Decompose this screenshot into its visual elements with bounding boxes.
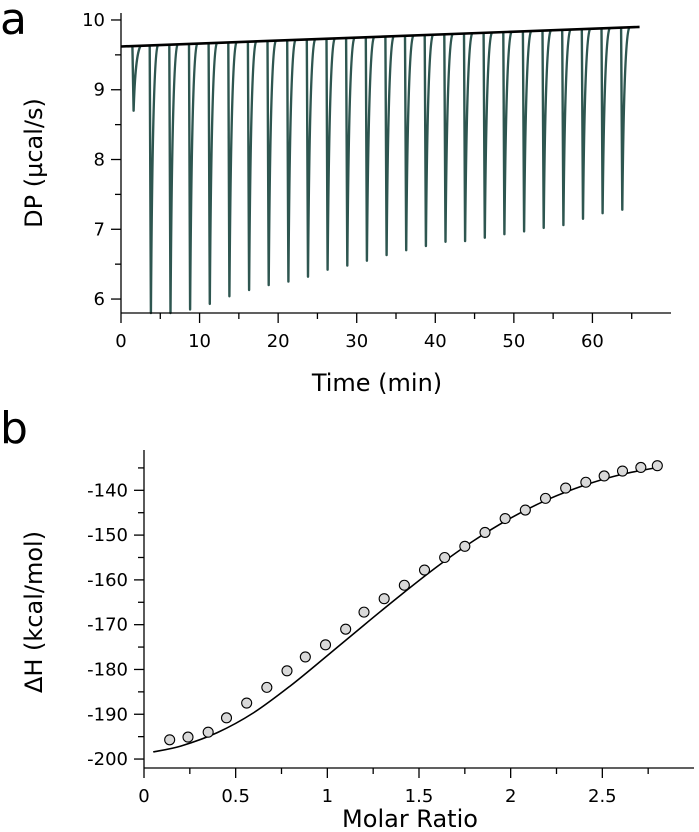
injection-peak-10: [305, 38, 317, 278]
injection-peak-17: [443, 33, 454, 243]
baseline-line: [120, 25, 640, 48]
x-axis-label-a: Time (min): [311, 369, 442, 397]
injection-peak-2: [148, 44, 160, 315]
data-point: [519, 504, 531, 516]
panel-a-thermogram: 0 10 20 30 40 50 60 6 7 8 9 10 Time (min) DP (µcal/…: [20, 10, 671, 397]
y-tick-label-b: -190: [87, 704, 128, 725]
y-tick-label-b: -140: [87, 480, 128, 501]
injection-peak-5: [207, 42, 219, 306]
injection-peak-22: [541, 29, 552, 230]
y-tick-label-a: 6: [94, 289, 105, 310]
y-tick-label-b: -180: [87, 659, 128, 680]
injection-peak-4: [187, 42, 199, 311]
injection-peak-3: [168, 43, 179, 315]
injection-peak-12: [344, 37, 356, 267]
data-point: [358, 606, 370, 618]
injection-peak-23: [561, 28, 572, 227]
injection-peak-9: [286, 39, 297, 283]
ticks-b: 0 0.5 1 1.5 2 2.5 -200 -190 -180 -170 -160 -150 -140: [87, 467, 649, 807]
x-tick-label-a: 50: [502, 331, 525, 352]
y-axis-label-a: DP (µcal/s): [20, 98, 48, 228]
injection-peak-24: [580, 28, 592, 220]
data-points: [164, 460, 663, 746]
data-point: [261, 681, 273, 693]
injection-peak-14: [384, 35, 395, 257]
injection-peak-6: [227, 41, 238, 298]
data-point: [651, 460, 663, 472]
x-tick-label-b: 2.5: [588, 786, 617, 807]
data-point: [299, 651, 311, 663]
injection-peak-18: [462, 32, 474, 243]
injection-peak-11: [325, 37, 336, 271]
y-tick-label-b: -170: [87, 615, 128, 636]
x-tick-label-b: 1: [322, 786, 333, 807]
injection-peak-1: [131, 45, 142, 112]
panel-b-label: b: [0, 403, 28, 454]
injection-peak-8: [266, 40, 277, 287]
y-tick-label-a: 7: [94, 219, 105, 240]
injection-peak-21: [521, 30, 533, 233]
injection-peak-20: [502, 31, 513, 236]
data-point: [340, 623, 352, 635]
y-tick-label-a: 8: [94, 150, 105, 171]
y-tick-label-a: 10: [82, 10, 105, 31]
data-point: [164, 734, 176, 746]
data-point: [598, 470, 610, 482]
data-point: [319, 639, 332, 651]
x-axis-label-b: Molar Ratio: [342, 805, 478, 832]
x-tick-label-a: 60: [581, 331, 604, 352]
ticks-a: 0 10 20 30 40 50 60 6 7 8 9 10: [82, 10, 633, 352]
x-tick-label-b: 0: [138, 786, 149, 807]
injection-peak-26: [619, 26, 631, 211]
data-point: [378, 593, 390, 605]
data-point: [281, 665, 293, 677]
data-point: [616, 465, 629, 477]
thermogram-traces: [131, 26, 631, 315]
injection-peak-19: [482, 31, 494, 239]
x-tick-label-a: 40: [424, 331, 447, 352]
data-point: [439, 551, 451, 564]
x-tick-label-b: 0.5: [221, 786, 250, 807]
y-axis-label-b: ΔH (kcal/mol): [20, 531, 48, 693]
data-point: [479, 526, 491, 538]
data-point: [459, 540, 471, 552]
data-point: [539, 492, 552, 504]
data-point: [635, 461, 647, 474]
data-point: [241, 697, 253, 709]
data-point: [182, 731, 194, 743]
injection-peak-15: [403, 34, 415, 252]
data-point: [580, 476, 592, 488]
panel-b-binding-isotherm: 0 0.5 1 1.5 2 2.5 -200 -190 -180 -170 -160 -150 -140…: [20, 450, 694, 832]
panel-a-label: a: [0, 0, 27, 45]
y-tick-label-a: 9: [94, 80, 105, 101]
x-tick-label-b: 1.5: [405, 786, 434, 807]
x-tick-label-b: 2: [505, 786, 516, 807]
y-tick-label-b: -150: [87, 525, 128, 546]
injection-peak-13: [364, 36, 376, 262]
data-point: [202, 726, 214, 738]
y-tick-label-b: -160: [87, 570, 128, 591]
data-point: [220, 712, 233, 724]
x-tick-label-a: 10: [188, 331, 211, 352]
injection-peak-16: [423, 34, 435, 248]
injection-peak-25: [600, 27, 611, 215]
x-tick-label-a: 0: [115, 331, 126, 352]
data-point: [560, 482, 572, 494]
fit-curve: [153, 466, 658, 753]
data-point: [418, 564, 431, 576]
x-tick-label-a: 20: [267, 331, 290, 352]
x-tick-label-a: 30: [345, 331, 368, 352]
y-tick-label-b: -200: [87, 749, 128, 770]
data-point: [398, 579, 410, 591]
data-point: [499, 512, 511, 525]
injection-peak-7: [246, 40, 258, 292]
